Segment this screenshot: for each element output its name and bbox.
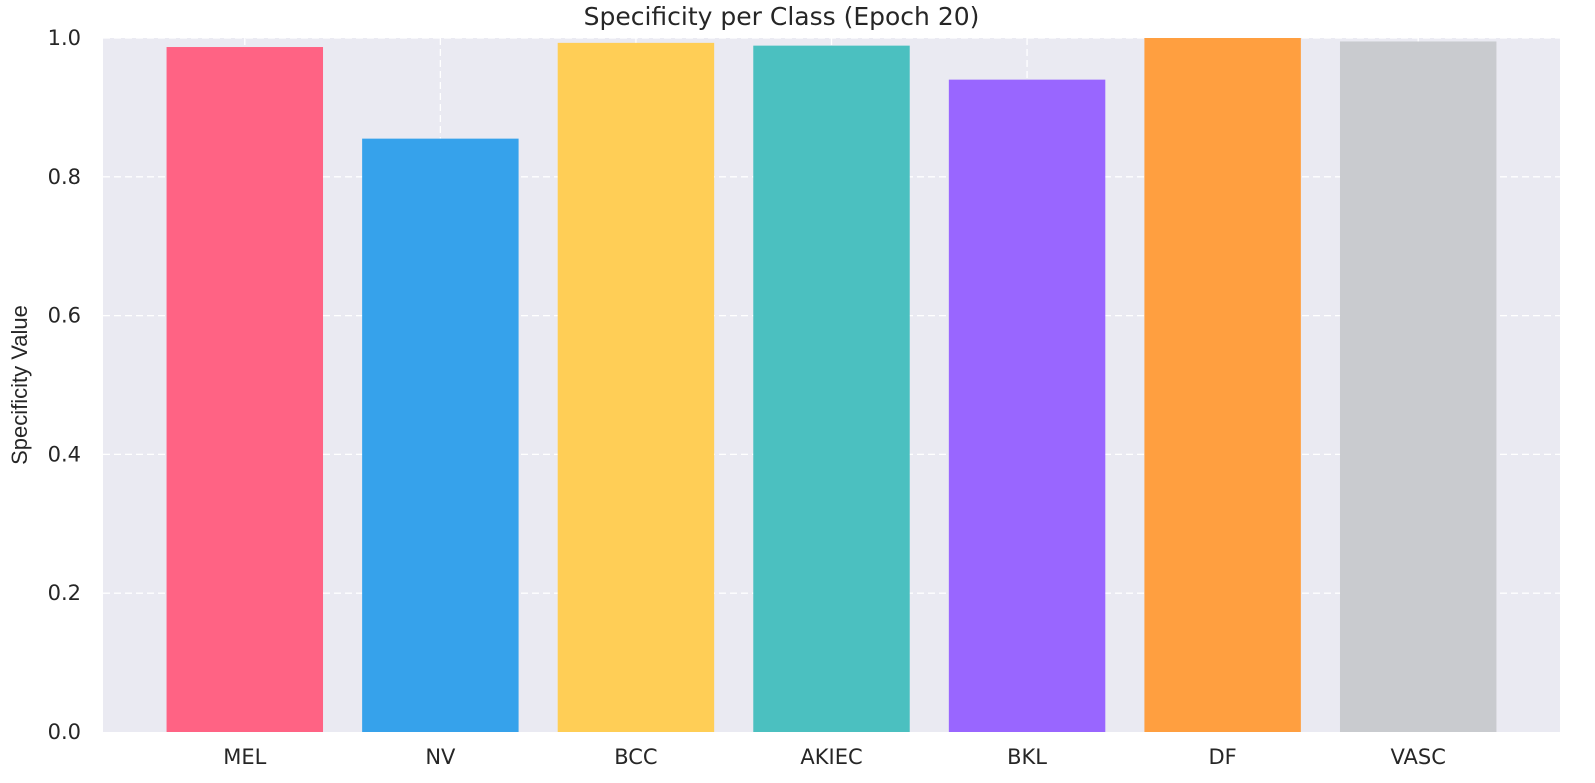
x-axis-ticks: MEL NV BCC AKIEC BKL DF VASC xyxy=(223,745,1446,769)
y-tick-label: 1.0 xyxy=(48,26,81,50)
bar-vasc xyxy=(1339,41,1497,733)
y-tick-label: 0.6 xyxy=(48,304,81,328)
x-tick-label: VASC xyxy=(1391,745,1446,769)
y-tick-label: 0.0 xyxy=(48,720,81,744)
y-tick-label: 0.4 xyxy=(48,442,81,466)
x-tick-label: BCC xyxy=(614,745,657,769)
y-tick-label: 0.8 xyxy=(48,165,81,189)
bar-nv xyxy=(362,138,519,732)
x-tick-label: NV xyxy=(425,745,456,769)
bar-bkl xyxy=(948,79,1106,732)
y-axis-label: Specificity Value xyxy=(7,305,32,465)
y-tick-label: 0.2 xyxy=(48,581,81,605)
x-tick-label: BKL xyxy=(1007,745,1047,769)
x-tick-label: AKIEC xyxy=(800,745,862,769)
x-tick-label: DF xyxy=(1209,745,1237,769)
bar-akiec xyxy=(753,45,910,733)
bars xyxy=(166,38,1497,733)
x-tick-label: MEL xyxy=(223,745,266,769)
bar-bcc xyxy=(557,42,715,732)
y-axis-ticks: 0.0 0.2 0.4 0.6 0.8 1.0 xyxy=(48,26,81,744)
bar-df xyxy=(1144,38,1301,732)
chart-title: Specificity per Class (Epoch 20) xyxy=(584,2,980,31)
bar-mel xyxy=(166,47,324,733)
